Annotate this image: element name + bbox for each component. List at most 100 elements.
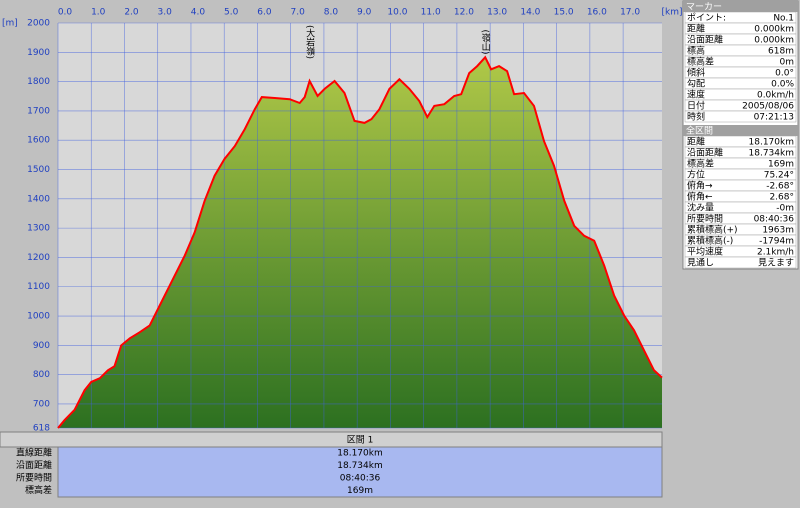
row-value: -2.68°: [766, 182, 794, 192]
row-label: 方位: [687, 169, 705, 181]
panel-title: マーカー: [686, 2, 722, 13]
x-tick-label: 3.0: [158, 8, 173, 18]
y-tick-label: 1800: [27, 77, 50, 87]
x-tick-label: 13.0: [487, 8, 507, 18]
row-label: 沈み量: [687, 202, 714, 214]
x-tick-label: 10.0: [387, 8, 407, 18]
x-tick-label: 7.0: [291, 8, 306, 18]
x-tick-label: 14.0: [520, 8, 540, 18]
peak-annotation: (大岩嶺): [304, 25, 315, 59]
row-value: 169m: [768, 160, 794, 170]
row-value: 2.1km/h: [757, 248, 794, 258]
row-label: 累積標高(-): [687, 235, 733, 247]
y-tick-label: 618: [33, 424, 50, 434]
row-label: 標高差: [687, 158, 714, 170]
panel-header: [683, 125, 798, 136]
row-label: 速度: [687, 89, 705, 101]
y-tick-label: 1600: [27, 136, 50, 146]
row-label: 所要時間: [687, 214, 723, 225]
segment-value: 08:40:36: [340, 474, 381, 484]
row-value: -0m: [776, 204, 794, 214]
x-tick-label: 9.0: [357, 8, 372, 18]
row-label: 距離: [687, 23, 705, 35]
row-label: 沿面距離: [687, 147, 723, 159]
row-label: 傾斜: [687, 67, 705, 79]
panel-row: [684, 256, 797, 269]
row-value: 0m: [780, 58, 795, 68]
y-tick-label: 1100: [27, 282, 50, 292]
row-value: 1963m: [762, 226, 794, 236]
row-value: 08:40:36: [754, 215, 795, 225]
x-tick-label: 8.0: [324, 8, 339, 18]
segment-header: [0, 431, 663, 448]
row-label: 沿面距離: [687, 34, 723, 46]
row-label: ポイント:: [687, 13, 726, 24]
segment-title: 区間 1: [347, 435, 374, 446]
row-value: 75.24°: [764, 171, 794, 181]
row-label: 標高差: [687, 56, 714, 68]
row-value: 0.000km: [754, 36, 794, 46]
row-value: 07:21:13: [754, 113, 794, 123]
row-value: 2005/08/06: [742, 102, 794, 112]
row-value: No.1: [773, 14, 794, 24]
x-tick-label: 17.0: [620, 8, 640, 18]
segment-label: 標高差: [25, 484, 52, 496]
y-tick-label: 1400: [27, 194, 50, 204]
row-label: 俯角→: [687, 180, 713, 192]
row-value: 2.68°: [769, 193, 794, 203]
row-value: 見えます: [758, 258, 794, 269]
x-tick-label: 16.0: [587, 8, 607, 18]
x-tick-label: 15.0: [554, 8, 574, 18]
peak-annotation: (嶺山): [480, 29, 491, 54]
y-tick-label: 1200: [27, 253, 50, 263]
y-tick-label: 1300: [27, 224, 50, 234]
segment-value: 18.734km: [337, 461, 382, 471]
row-label: 俯角←: [687, 191, 713, 203]
x-tick-label: 6.0: [257, 8, 272, 18]
segment-label: 沿面距離: [16, 459, 52, 471]
row-value: 0.0°: [775, 69, 794, 79]
row-value: 618m: [768, 47, 794, 57]
area: [58, 57, 662, 429]
y-tick-label: 800: [33, 370, 50, 380]
y-tick-label: 2000: [27, 19, 50, 29]
row-label: 累積標高(+): [687, 224, 738, 236]
row-value: 0.0km/h: [757, 91, 794, 101]
panel-header: [683, 1, 798, 12]
y-tick-label: 1700: [27, 106, 50, 116]
panel-title: 全区間: [686, 125, 713, 137]
segment-value: 169m: [347, 486, 373, 496]
row-value: 0.000km: [754, 25, 794, 35]
x-tick-label: 12.0: [454, 8, 474, 18]
x-tick-label: 4.0: [191, 8, 206, 18]
x-unit: [km]: [661, 8, 682, 18]
y-tick-label: 1900: [27, 48, 50, 58]
segment-values-bg: [57, 446, 663, 498]
row-label: 見通し: [687, 258, 714, 269]
row-value: 0.0%: [771, 80, 794, 90]
x-tick-label: 5.0: [224, 8, 239, 18]
y-tick-label: 1000: [27, 312, 50, 322]
x-tick-label: 11.0: [421, 8, 441, 18]
y-unit: [m]: [2, 19, 18, 29]
y-tick-label: 700: [33, 399, 50, 409]
y-tick-label: 900: [33, 341, 50, 351]
x-tick-label: 1.0: [91, 8, 106, 18]
segment-label: 直線距離: [16, 447, 52, 459]
row-label: 標高: [687, 45, 705, 57]
segment-label: 所要時間: [16, 473, 52, 484]
row-value: -1794m: [759, 237, 794, 247]
row-label: 時刻: [687, 111, 705, 123]
row-value: 18.734km: [749, 149, 794, 159]
row-label: 平均速度: [687, 246, 723, 258]
row-label: 勾配: [687, 78, 705, 90]
y-tick-label: 1500: [27, 165, 50, 175]
row-label: 距離: [687, 136, 705, 148]
row-value: 18.170km: [749, 138, 794, 148]
segment-value: 18.170km: [337, 449, 382, 459]
row-label: 日付: [687, 101, 705, 112]
panel-row: [684, 110, 797, 123]
x-tick-label: 0.0: [58, 8, 73, 18]
profile-line: [57, 55, 663, 429]
